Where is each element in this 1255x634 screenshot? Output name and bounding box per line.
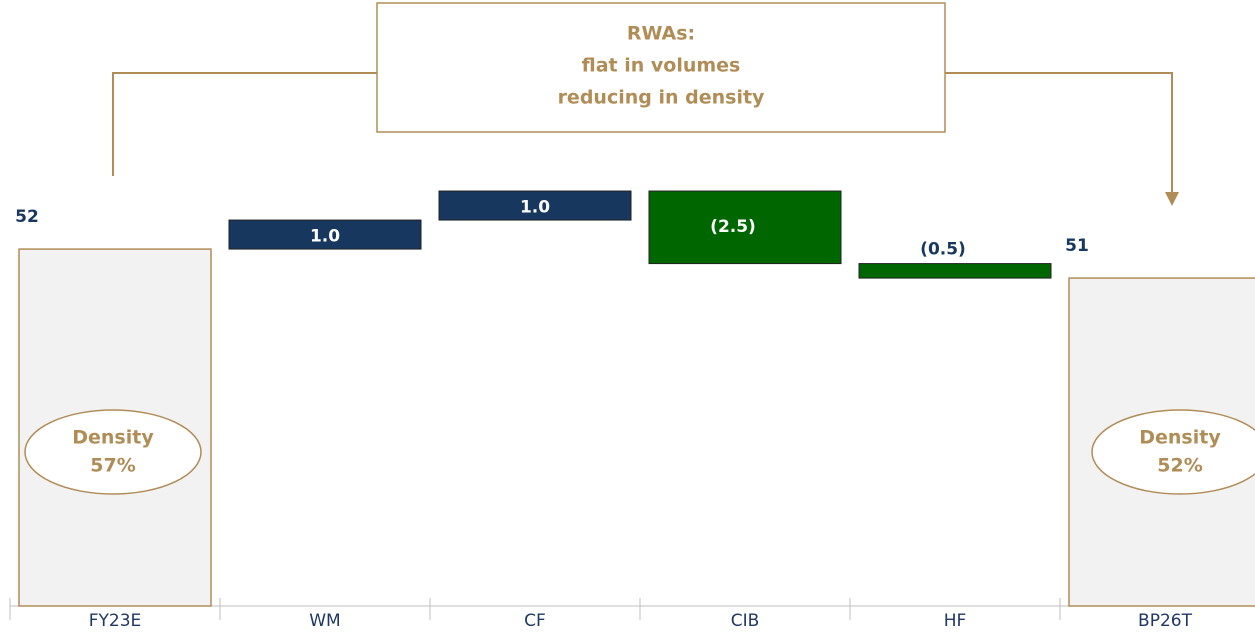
x-tick-label: CIB [731, 611, 760, 631]
annotation-text: 57% [90, 455, 135, 477]
value-label: 52 [15, 207, 39, 227]
callout-arrow [1165, 192, 1179, 206]
delta-bar [858, 263, 1052, 279]
value-label: 51 [1065, 236, 1089, 256]
x-tick-label: BP26T [1138, 611, 1193, 631]
x-tick-label: FY23E [89, 611, 142, 631]
x-tick-label: WM [309, 611, 340, 631]
value-label: (2.5) [710, 217, 756, 237]
delta-bar [648, 190, 842, 265]
callout-text: flat in volumes [582, 55, 741, 77]
value-label: 1.0 [310, 227, 340, 247]
x-tick-label: CF [524, 611, 546, 631]
annotation-ellipse [1091, 409, 1255, 495]
annotation-text: 52% [1157, 455, 1202, 477]
callout-connector [112, 72, 377, 176]
callout-connector [945, 72, 1173, 194]
callout-text: RWAs: [627, 23, 695, 45]
callout-text: reducing in density [558, 87, 765, 109]
delta-bar [228, 219, 422, 250]
x-tick-label: HF [944, 611, 967, 631]
value-label: (0.5) [920, 240, 966, 260]
callout-box [376, 2, 946, 133]
delta-bar [438, 190, 632, 221]
value-label: 1.0 [520, 198, 550, 218]
annotation-ellipse [24, 409, 202, 495]
annotation-text: Density [72, 427, 154, 449]
annotation-text: Density [1139, 427, 1221, 449]
